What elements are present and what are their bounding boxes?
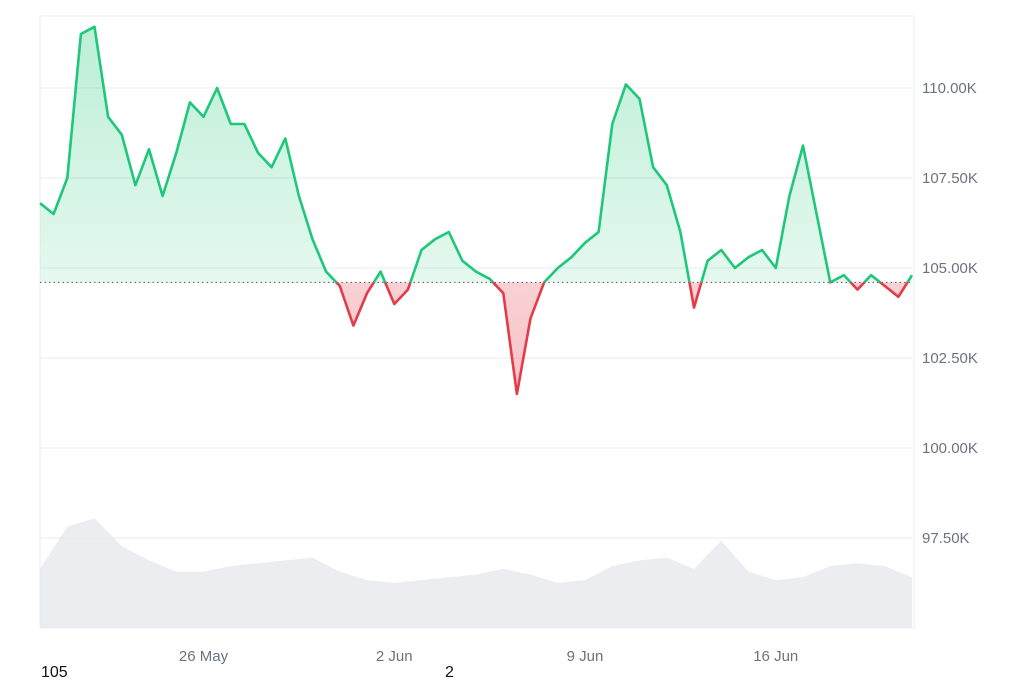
data-point bbox=[856, 288, 860, 292]
data-point bbox=[869, 273, 873, 277]
data-point bbox=[202, 115, 206, 119]
y-tick-label: 105.00K bbox=[922, 260, 978, 277]
volume-area bbox=[40, 518, 912, 628]
data-point bbox=[583, 241, 587, 245]
data-point bbox=[828, 280, 832, 284]
data-point bbox=[692, 306, 696, 310]
data-point bbox=[52, 212, 56, 216]
data-point bbox=[610, 122, 614, 126]
data-point bbox=[297, 194, 301, 198]
data-point bbox=[883, 284, 887, 288]
x-tick-label: 9 Jun bbox=[567, 648, 604, 665]
y-tick-label: 110.00K bbox=[922, 80, 977, 97]
data-point bbox=[460, 259, 464, 263]
data-point bbox=[420, 248, 424, 252]
y-tick-label: 100.00K bbox=[922, 440, 978, 457]
data-point bbox=[215, 86, 219, 90]
price-area bbox=[40, 26, 912, 394]
y-tick-label: 107.50K bbox=[922, 170, 978, 187]
y-axis: 110.00K 107.50K 105.00K 102.50K 100.00K 97.50… bbox=[922, 80, 978, 547]
data-point bbox=[706, 259, 710, 263]
data-point bbox=[542, 280, 546, 284]
data-point bbox=[678, 230, 682, 234]
x-tick-label: 26 May bbox=[179, 648, 229, 665]
data-point bbox=[488, 277, 492, 281]
data-point bbox=[324, 270, 328, 274]
data-point bbox=[624, 82, 628, 86]
data-point bbox=[910, 273, 914, 277]
data-point bbox=[106, 115, 110, 119]
data-point bbox=[474, 270, 478, 274]
data-point bbox=[93, 25, 97, 29]
data-point bbox=[515, 392, 519, 396]
data-point bbox=[120, 133, 124, 137]
data-point bbox=[79, 32, 83, 36]
data-point bbox=[133, 183, 137, 187]
data-point bbox=[529, 316, 533, 320]
data-point bbox=[229, 122, 233, 126]
data-point bbox=[733, 266, 737, 270]
data-point bbox=[174, 151, 178, 155]
data-point bbox=[242, 122, 246, 126]
data-point bbox=[392, 302, 396, 306]
volume-shape bbox=[40, 518, 912, 628]
data-point bbox=[842, 273, 846, 277]
data-point bbox=[256, 151, 260, 155]
data-point bbox=[760, 248, 764, 252]
price-line[interactable] bbox=[38, 25, 914, 396]
data-point bbox=[747, 255, 751, 259]
plot-frame bbox=[39, 15, 915, 629]
data-point bbox=[338, 284, 342, 288]
data-point bbox=[787, 194, 791, 198]
y-tick-label: 97.50K bbox=[922, 530, 970, 547]
data-point bbox=[896, 295, 900, 299]
data-point bbox=[638, 97, 642, 101]
x-axis: 26 May 2 Jun 9 Jun 16 Jun bbox=[179, 648, 798, 665]
data-point bbox=[569, 255, 573, 259]
data-point bbox=[406, 288, 410, 292]
data-point bbox=[597, 230, 601, 234]
data-point bbox=[38, 201, 42, 205]
data-point bbox=[665, 183, 669, 187]
data-point bbox=[283, 136, 287, 140]
data-point bbox=[774, 266, 778, 270]
grid-lines bbox=[40, 87, 912, 539]
y-tick-label: 102.50K bbox=[922, 350, 978, 367]
data-point bbox=[147, 147, 151, 151]
data-point bbox=[651, 165, 655, 169]
data-point bbox=[161, 194, 165, 198]
footer-left-text: 105 bbox=[41, 664, 68, 681]
data-point bbox=[815, 212, 819, 216]
data-point bbox=[433, 237, 437, 241]
price-line-up bbox=[39, 25, 914, 283]
data-point bbox=[556, 266, 560, 270]
data-point bbox=[501, 291, 505, 295]
data-point bbox=[379, 270, 383, 274]
data-point bbox=[447, 230, 451, 234]
data-point bbox=[365, 291, 369, 295]
x-tick-label: 2 Jun bbox=[376, 648, 413, 665]
x-tick-label: 16 Jun bbox=[753, 648, 798, 665]
data-point bbox=[188, 100, 192, 104]
data-point bbox=[270, 165, 274, 169]
area-above-baseline bbox=[40, 26, 912, 283]
data-point bbox=[351, 324, 355, 328]
data-point bbox=[311, 237, 315, 241]
data-point bbox=[801, 144, 805, 148]
footer-middle-text: 2 bbox=[445, 664, 454, 681]
data-point bbox=[65, 176, 69, 180]
data-point bbox=[719, 248, 723, 252]
